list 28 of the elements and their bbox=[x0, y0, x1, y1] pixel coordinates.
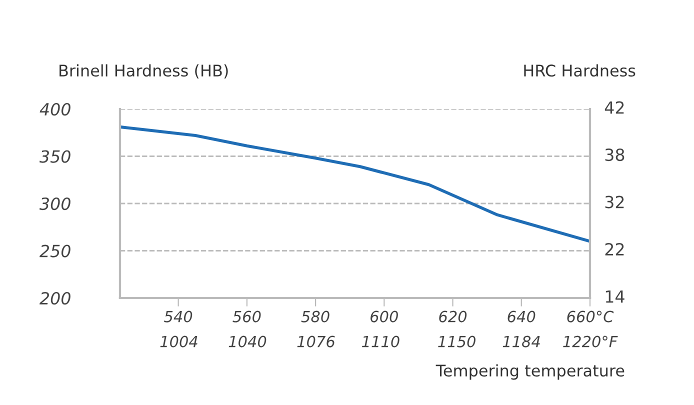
y-tick-label: 250 bbox=[40, 244, 70, 258]
text: 14 bbox=[606, 290, 624, 303]
x-tick-label: 640 bbox=[508, 310, 536, 322]
x2-tick-label: 1184 bbox=[502, 336, 540, 348]
x2-tick-label: 1040 bbox=[228, 336, 266, 348]
x-axis-title: Tempering temperature bbox=[436, 364, 624, 380]
x2-tick-label: 1076 bbox=[297, 336, 335, 348]
x2-tick-label: 1220°F bbox=[563, 336, 618, 348]
y2-axis-title: HRC Hardness bbox=[524, 64, 636, 77]
y-tick-label: 400 bbox=[40, 102, 70, 116]
x-tick-label: 540 bbox=[164, 310, 192, 322]
x-tick-label: 660°C bbox=[567, 310, 614, 322]
x-tick-label: 580 bbox=[301, 310, 330, 322]
text: 42 bbox=[604, 101, 624, 114]
x2-tick-label: 1110 bbox=[362, 336, 400, 348]
x2-tick-label: 1004 bbox=[160, 336, 198, 348]
y-tick-label: 300 bbox=[39, 197, 70, 210]
line-series bbox=[120, 125, 590, 243]
y-axis-title: Brinell Hardness (HB) bbox=[60, 64, 228, 79]
x2-tick-label: 1150 bbox=[438, 336, 476, 348]
x-tick-label: 560 bbox=[232, 310, 261, 322]
text: 38 bbox=[605, 148, 624, 162]
text: 22 bbox=[605, 242, 624, 256]
x-tick-label: 620 bbox=[439, 310, 467, 322]
x-tick-label: 600 bbox=[370, 310, 398, 322]
y-tick-label: 350 bbox=[39, 150, 70, 163]
y-tick-label: 200 bbox=[40, 292, 70, 305]
text: 32 bbox=[605, 196, 624, 208]
